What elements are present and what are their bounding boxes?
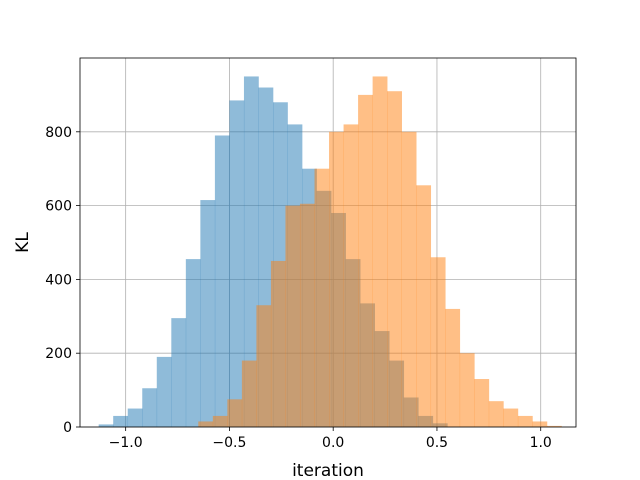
y-tick-label: 600 bbox=[45, 199, 72, 215]
histogram-bar bbox=[185, 259, 201, 427]
histogram-bar bbox=[113, 415, 129, 427]
histogram-bars bbox=[98, 76, 562, 428]
histogram-bar bbox=[532, 421, 548, 427]
histogram-bar bbox=[243, 76, 259, 427]
y-tick-label: 200 bbox=[45, 346, 72, 362]
histogram-bar bbox=[546, 425, 562, 427]
x-axis-label: iteration bbox=[292, 461, 364, 480]
histogram-series-2 bbox=[198, 76, 562, 428]
y-axis-label: KL bbox=[13, 232, 33, 253]
histogram-bar bbox=[229, 100, 245, 427]
histogram-bar bbox=[256, 305, 272, 427]
histogram-bar bbox=[241, 360, 257, 427]
histogram-bar bbox=[503, 408, 519, 427]
histogram-bar bbox=[212, 415, 228, 427]
histogram-bar bbox=[98, 424, 114, 427]
histogram-bar bbox=[459, 353, 475, 427]
histogram-bar bbox=[127, 408, 143, 427]
histogram-bar bbox=[430, 257, 446, 427]
y-tick-label: 800 bbox=[45, 125, 72, 141]
histogram-bar bbox=[214, 135, 230, 428]
plot-frame bbox=[79, 57, 577, 428]
x-tick-label: 0.5 bbox=[426, 435, 448, 451]
histogram-bar bbox=[227, 399, 243, 427]
histogram-bar bbox=[343, 124, 359, 428]
histogram-bar bbox=[314, 168, 330, 427]
histogram-bar bbox=[285, 205, 301, 427]
histogram-bar bbox=[198, 421, 214, 427]
y-tick-label: 400 bbox=[45, 272, 72, 288]
y-tick-labels: 0 200 400 600 800 bbox=[45, 125, 72, 436]
histogram-bar bbox=[299, 203, 315, 427]
histogram-bar bbox=[474, 379, 490, 427]
histogram-bar bbox=[401, 131, 417, 428]
histogram-bar bbox=[270, 260, 286, 427]
x-tick-label: −0.5 bbox=[212, 435, 246, 451]
x-tick-labels: −1.0 −0.5 0.0 0.5 1.0 bbox=[109, 435, 552, 451]
histogram-bar bbox=[488, 401, 504, 427]
histogram-bar bbox=[171, 318, 187, 427]
histogram-bar bbox=[358, 94, 373, 428]
histogram-bar bbox=[517, 415, 533, 427]
histogram-bar bbox=[372, 76, 388, 427]
axis-ticks bbox=[76, 131, 542, 431]
histogram-bar bbox=[387, 91, 402, 428]
x-tick-label: −1.0 bbox=[109, 435, 143, 451]
y-tick-label: 0 bbox=[63, 420, 72, 436]
histogram-bar bbox=[416, 185, 432, 427]
histogram-bar bbox=[200, 200, 216, 427]
histogram-bar bbox=[445, 308, 461, 427]
histogram-bar bbox=[329, 131, 344, 428]
x-tick-label: 1.0 bbox=[530, 435, 552, 451]
histogram-bar bbox=[156, 356, 172, 427]
x-tick-label: 0.0 bbox=[322, 435, 344, 451]
histogram-bar bbox=[142, 388, 158, 427]
